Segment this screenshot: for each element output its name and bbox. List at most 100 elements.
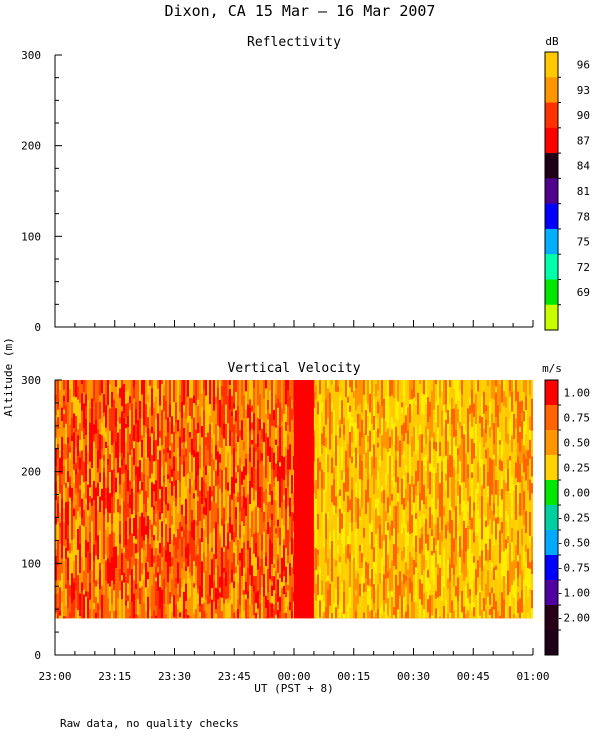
velocity-heatmap-cell (475, 380, 477, 394)
velocity-heatmap-cell (99, 589, 101, 610)
velocity-heatmap-cell (129, 403, 131, 410)
velocity-heatmap-cell (259, 419, 261, 431)
velocity-heatmap-cell (459, 575, 461, 584)
velocity-heatmap-cell (227, 495, 229, 504)
velocity-heatmap-cell (267, 437, 269, 456)
velocity-heatmap-cell (471, 427, 473, 439)
velocity-heatmap-cell (193, 493, 195, 499)
velocity-heatmap-cell (135, 558, 137, 585)
velocity-heatmap-cell (243, 594, 245, 611)
velocity-heatmap-cell (109, 493, 111, 514)
velocity-heatmap-cell (279, 427, 281, 450)
velocity-heatmap-cell (387, 578, 389, 592)
velocity-heatmap-cell (353, 506, 355, 511)
velocity-heatmap-cell (225, 467, 227, 490)
velocity-heatmap-cell (381, 466, 383, 487)
velocity-heatmap-cell (197, 554, 199, 571)
velocity-heatmap-cell (401, 581, 403, 596)
velocity-heatmap-cell (335, 535, 337, 540)
velocity-heatmap-cell (117, 394, 119, 416)
velocity-heatmap-cell (425, 444, 427, 455)
velocity-heatmap-cell (227, 549, 229, 560)
velocity-heatmap-cell (127, 415, 129, 428)
velocity-heatmap-cell (479, 442, 481, 468)
velocity-heatmap-cell (203, 514, 205, 520)
velocity-heatmap-cell (403, 434, 405, 442)
velocity-heatmap-cell (389, 505, 391, 516)
velocity-heatmap-cell (147, 401, 149, 418)
velocity-heatmap-cell (329, 380, 331, 393)
velocity-heatmap-cell (187, 599, 189, 616)
velocity-heatmap-cell (259, 450, 261, 463)
velocity-heatmap-cell (155, 501, 157, 515)
velocity-heatmap-cell (399, 595, 401, 613)
velocity-heatmap-cell (145, 458, 147, 467)
velocity-heatmap-cell (443, 432, 445, 459)
velocity-heatmap-cell (97, 429, 99, 439)
velocity-heatmap-cell (515, 587, 517, 607)
velocity-heatmap-cell (207, 450, 209, 466)
velocity-heatmap-cell (315, 577, 317, 584)
velocity-heatmap-cell (185, 498, 187, 525)
velocity-heatmap-cell (379, 583, 381, 589)
velocity-heatmap-cell (169, 417, 171, 422)
velocity-heatmap-cell (457, 481, 459, 490)
velocity-heatmap-cell (257, 525, 259, 533)
velocity-heatmap-cell (371, 610, 373, 619)
velocity-heatmap-cell (339, 380, 341, 396)
velocity-heatmap-cell (507, 553, 509, 571)
velocity-heatmap-cell (271, 603, 273, 614)
velocity-heatmap-cell (177, 534, 179, 550)
velocity-heatmap-cell (79, 611, 81, 617)
velocity-heatmap-cell (167, 417, 169, 433)
velocity-heatmap-cell (441, 570, 443, 576)
velocity-heatmap-cell (55, 481, 57, 501)
velocity-heatmap-cell (345, 563, 347, 583)
velocity-heatmap-cell (65, 405, 67, 424)
velocity-heatmap-cell (281, 502, 283, 519)
velocity-heatmap-cell (515, 462, 517, 478)
velocity-heatmap-cell (515, 549, 517, 569)
velocity-heatmap-cell (417, 566, 419, 574)
velocity-heatmap-cell (197, 380, 199, 400)
velocity-heatmap-cell (281, 572, 283, 582)
velocity-heatmap-cell (513, 484, 515, 492)
velocity-heatmap-cell (147, 571, 149, 580)
velocity-heatmap-cell (507, 595, 509, 609)
velocity-heatmap-cell (359, 507, 361, 517)
velocity-heatmap-cell (359, 516, 361, 522)
velocity-heatmap-cell (349, 452, 351, 458)
velocity-heatmap-cell (431, 437, 433, 451)
velocity-heatmap-cell (363, 592, 365, 613)
velocity-heatmap-cell (167, 510, 169, 533)
velocity-heatmap-cell (281, 478, 283, 503)
velocity-heatmap-cell (281, 588, 283, 614)
velocity-heatmap-cell (115, 441, 117, 459)
velocity-heatmap-cell (59, 437, 61, 458)
velocity-heatmap-cell (191, 471, 193, 480)
velocity-heatmap-cell (227, 380, 229, 396)
velocity-heatmap-cell (173, 456, 175, 472)
velocity-heatmap-cell (331, 411, 333, 424)
velocity-heatmap-cell (139, 604, 141, 619)
velocity-heatmap-cell (187, 380, 189, 397)
velocity-heatmap-cell (225, 498, 227, 521)
velocity-heatmap-cell (371, 549, 373, 570)
velocity-heatmap-cell (501, 476, 503, 490)
velocity-heatmap-cell (525, 491, 527, 511)
velocity-heatmap-cell (413, 470, 415, 476)
velocity-heatmap-cell (177, 608, 179, 619)
velocity-heatmap-cell (83, 482, 85, 494)
velocity-heatmap-cell (343, 434, 345, 441)
velocity-heatmap-cell (449, 490, 451, 500)
velocity-heatmap-cell (173, 380, 175, 402)
velocity-heatmap-cell (131, 449, 133, 457)
velocity-heatmap-cell (455, 586, 457, 597)
velocity-heatmap-cell (107, 451, 109, 459)
velocity-heatmap-cell (513, 537, 515, 561)
velocity-heatmap-cell (359, 404, 361, 415)
velocity-heatmap-cell (315, 583, 317, 601)
velocity-heatmap-cell (287, 506, 289, 530)
velocity-heatmap-cell (69, 476, 71, 487)
velocity-heatmap-cell (391, 445, 393, 456)
